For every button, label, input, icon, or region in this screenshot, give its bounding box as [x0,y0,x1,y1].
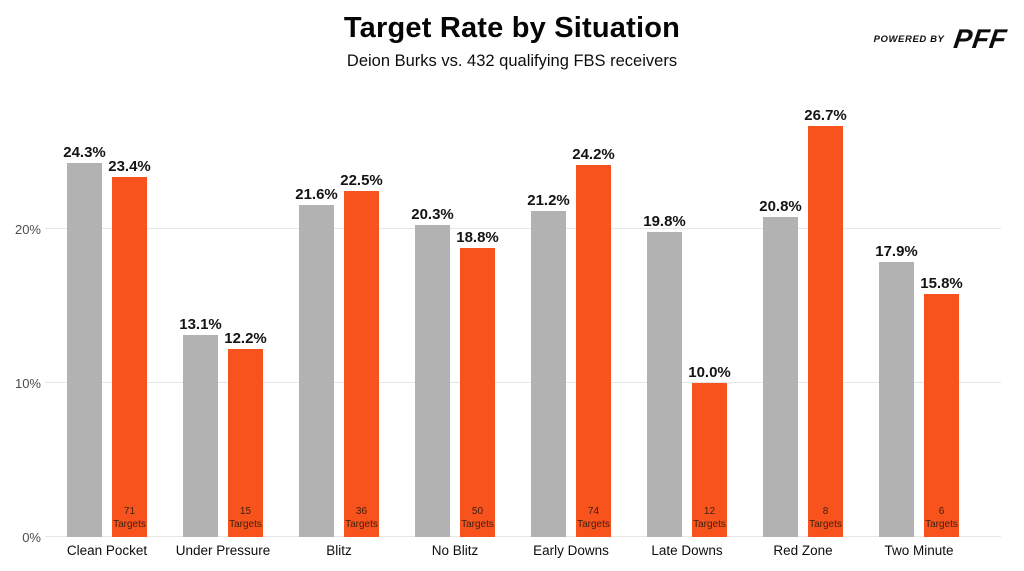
bar-group: 20.3% 18.8% 50 Targets No Blitz [397,100,513,558]
targets-label: 6 Targets [925,505,958,531]
targets-label: 36 Targets [345,505,378,531]
gray-bar: 19.8% [643,213,686,537]
bar-value-label: 22.5% [340,171,383,189]
orange-bar: 22.5% 36 Targets [340,172,383,537]
targets-label: 74 Targets [577,505,610,531]
targets-count: 12 [703,506,716,517]
targets-word: Targets [577,519,610,530]
orange-bar: 23.4% 71 Targets [108,158,151,537]
bar-value-label: 18.8% [456,228,499,246]
targets-count: 6 [938,506,945,517]
targets-count: 8 [822,506,829,517]
x-axis-category-label: Early Downs [533,543,609,558]
bar-group: 24.3% 23.4% 71 Targets Clean Pocket [49,100,165,558]
targets-count: 50 [471,506,484,517]
x-axis-category-label: Under Pressure [175,543,271,558]
bar-value-label: 26.7% [804,107,847,125]
gray-bar: 20.3% [411,206,454,537]
targets-count: 15 [239,506,252,517]
orange-bar: 12.2% 15 Targets [224,330,267,537]
targets-label: 50 Targets [461,505,494,531]
bar-value-label: 21.6% [295,185,338,203]
x-axis-category-label: Clean Pocket [66,543,148,558]
pff-brand-icon: PFF [951,24,1009,54]
chart-header: Target Rate by Situation Deion Burks vs.… [0,12,1024,71]
bar-value-label: 12.2% [224,330,267,348]
bar-value-label: 20.8% [759,197,802,215]
bar-group: 20.8% 26.7% 8 Targets Red Zone [745,100,861,558]
orange-bar: 10.0% 12 Targets [688,364,731,537]
gray-bar: 24.3% [63,144,106,537]
bar-value-label: 24.2% [572,145,615,163]
orange-bar: 18.8% 50 Targets [456,229,499,537]
orange-bar: 24.2% 74 Targets [572,146,615,537]
bar-value-label: 17.9% [875,242,918,260]
targets-label: 12 Targets [693,505,726,531]
bar-group: 21.2% 24.2% 74 Targets Early Downs [513,100,629,558]
gray-bar: 20.8% [759,198,802,537]
targets-word: Targets [345,519,378,530]
chart-subtitle: Deion Burks vs. 432 qualifying FBS recei… [346,52,678,70]
y-gridline [45,382,1001,384]
y-gridline [45,228,1001,230]
gray-bar: 21.6% [295,186,338,537]
x-axis-category-label: Two Minute [884,543,954,558]
gray-bar: 17.9% [875,243,918,537]
x-axis-category-label: No Blitz [431,543,479,558]
targets-word: Targets [809,519,842,530]
orange-bar: 26.7% 8 Targets [804,107,847,537]
y-axis-tick-label: 10% [14,376,41,392]
bar-value-label: 21.2% [527,191,570,209]
x-axis-category-label: Red Zone [773,543,833,558]
bar-group: 17.9% 15.8% 6 Targets Two Minute [861,100,977,558]
bar-group: 21.6% 22.5% 36 Targets Blitz [281,100,397,558]
x-axis-category-label: Blitz [326,543,352,558]
targets-word: Targets [693,519,726,530]
bar-value-label: 15.8% [920,274,963,292]
targets-word: Targets [229,519,262,530]
gray-bar: 13.1% [179,316,222,537]
targets-label: 71 Targets [113,505,146,531]
y-axis-tick-label: 20% [14,222,41,238]
y-axis-tick-label: 0% [22,530,41,545]
targets-word: Targets [461,519,494,530]
powered-by-label: POWERED BY [873,34,945,45]
x-axis-category-label: Late Downs [651,543,723,558]
bar-group: 13.1% 12.2% 15 Targets Under Pressure [165,100,281,558]
targets-word: Targets [113,519,146,530]
targets-label: 15 Targets [229,505,262,531]
bar-value-label: 23.4% [108,157,151,175]
orange-bar: 15.8% 6 Targets [920,275,963,537]
targets-count: 36 [355,506,368,517]
bar-group: 19.8% 10.0% 12 Targets Late Downs [629,100,745,558]
targets-label: 8 Targets [809,505,842,531]
gray-bar: 21.2% [527,192,570,537]
pff-logo: POWERED BY PFF [873,24,1009,55]
bar-value-label: 20.3% [411,205,454,223]
y-gridline [45,536,1001,537]
bar-value-label: 19.8% [643,213,686,231]
bar-chart-plot: 0% 10% 20% 24.3% 23.4% 71 Targets Clean Pocket 1… [15,100,1001,558]
bar-value-label: 24.3% [63,144,106,162]
bar-value-label: 10.0% [688,364,731,382]
targets-word: Targets [925,519,958,530]
targets-count: 74 [587,506,600,517]
chart-title: Target Rate by Situation [343,12,681,44]
targets-count: 71 [123,506,136,517]
bar-value-label: 13.1% [179,316,222,334]
